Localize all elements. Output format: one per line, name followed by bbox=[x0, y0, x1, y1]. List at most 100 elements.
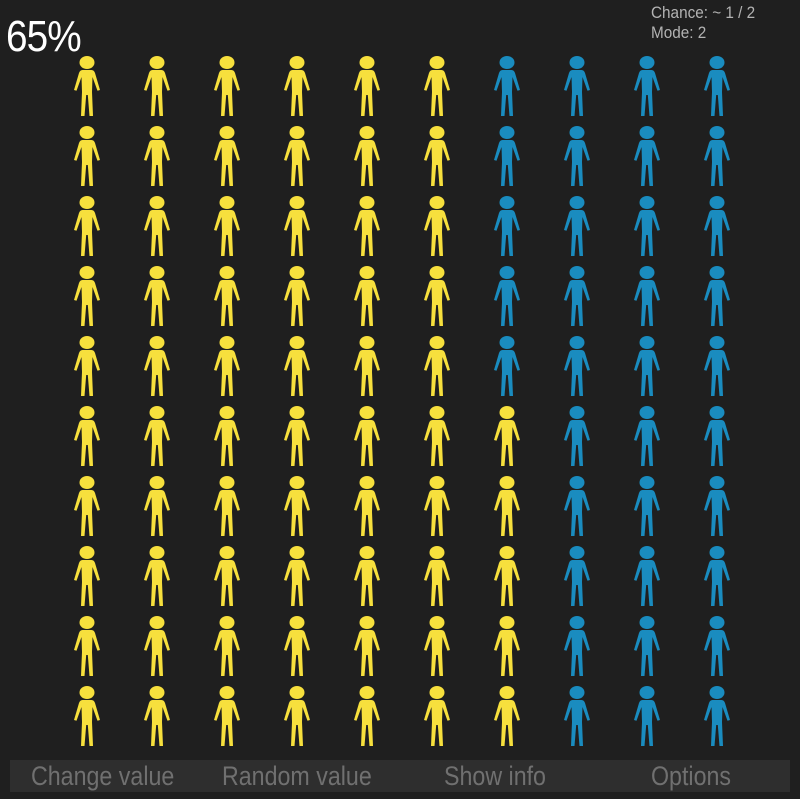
person-icon bbox=[352, 545, 382, 607]
person-icon bbox=[212, 545, 242, 607]
person-icon bbox=[352, 55, 382, 117]
person-icon bbox=[492, 475, 522, 537]
person-icon bbox=[492, 685, 522, 747]
person-icon bbox=[142, 685, 172, 747]
person-icon bbox=[492, 125, 522, 187]
person-icon bbox=[142, 195, 172, 257]
person-icon bbox=[142, 615, 172, 677]
person-icon bbox=[632, 125, 662, 187]
person-icon bbox=[422, 545, 452, 607]
person-icon bbox=[212, 685, 242, 747]
person-icon bbox=[632, 545, 662, 607]
person-icon bbox=[492, 615, 522, 677]
person-icon bbox=[632, 55, 662, 117]
person-icon bbox=[282, 125, 312, 187]
person-icon bbox=[492, 405, 522, 467]
person-grid bbox=[72, 55, 732, 747]
person-icon bbox=[72, 475, 102, 537]
person-icon bbox=[282, 615, 312, 677]
person-icon bbox=[282, 335, 312, 397]
person-icon bbox=[632, 265, 662, 327]
person-icon bbox=[562, 335, 592, 397]
show-info-button[interactable]: Show info bbox=[444, 761, 546, 791]
change-value-button[interactable]: Change value bbox=[31, 761, 175, 791]
person-icon bbox=[562, 125, 592, 187]
person-icon bbox=[562, 475, 592, 537]
person-icon bbox=[492, 335, 522, 397]
person-icon bbox=[282, 55, 312, 117]
person-icon bbox=[492, 545, 522, 607]
person-icon bbox=[422, 55, 452, 117]
person-icon bbox=[702, 475, 732, 537]
percentage-label: 65% bbox=[6, 12, 82, 61]
person-icon bbox=[632, 195, 662, 257]
person-icon bbox=[702, 335, 732, 397]
person-icon bbox=[422, 615, 452, 677]
person-icon bbox=[212, 125, 242, 187]
person-icon bbox=[282, 195, 312, 257]
person-icon bbox=[632, 475, 662, 537]
person-icon bbox=[562, 615, 592, 677]
mode-text: Mode: 2 bbox=[651, 23, 707, 42]
person-icon bbox=[422, 475, 452, 537]
person-icon bbox=[352, 195, 382, 257]
person-icon bbox=[422, 125, 452, 187]
person-icon bbox=[212, 195, 242, 257]
person-icon bbox=[702, 195, 732, 257]
person-icon bbox=[352, 405, 382, 467]
person-icon bbox=[632, 405, 662, 467]
person-icon bbox=[562, 685, 592, 747]
person-icon bbox=[142, 125, 172, 187]
person-icon bbox=[212, 475, 242, 537]
person-icon bbox=[562, 265, 592, 327]
person-icon bbox=[702, 685, 732, 747]
person-icon bbox=[72, 265, 102, 327]
person-icon bbox=[422, 685, 452, 747]
person-icon bbox=[702, 615, 732, 677]
person-icon bbox=[212, 335, 242, 397]
person-icon bbox=[282, 545, 312, 607]
person-icon bbox=[702, 125, 732, 187]
person-icon bbox=[282, 405, 312, 467]
person-icon bbox=[72, 125, 102, 187]
person-icon bbox=[352, 685, 382, 747]
person-icon bbox=[142, 405, 172, 467]
person-icon bbox=[212, 265, 242, 327]
person-icon bbox=[492, 55, 522, 117]
person-icon bbox=[352, 265, 382, 327]
person-icon bbox=[422, 405, 452, 467]
person-icon bbox=[282, 475, 312, 537]
person-icon bbox=[702, 55, 732, 117]
person-icon bbox=[352, 335, 382, 397]
person-icon bbox=[632, 685, 662, 747]
person-icon bbox=[352, 615, 382, 677]
person-icon bbox=[142, 545, 172, 607]
options-button[interactable]: Options bbox=[651, 761, 732, 791]
person-icon bbox=[72, 615, 102, 677]
person-icon bbox=[72, 55, 102, 117]
person-icon bbox=[142, 335, 172, 397]
person-icon bbox=[422, 265, 452, 327]
random-value-button[interactable]: Random value bbox=[222, 761, 372, 791]
person-icon bbox=[72, 405, 102, 467]
person-icon bbox=[492, 195, 522, 257]
person-icon bbox=[562, 405, 592, 467]
person-icon bbox=[142, 475, 172, 537]
person-icon bbox=[562, 545, 592, 607]
person-icon bbox=[702, 405, 732, 467]
person-icon bbox=[352, 475, 382, 537]
person-icon bbox=[702, 545, 732, 607]
person-icon bbox=[492, 265, 522, 327]
person-icon bbox=[422, 195, 452, 257]
person-icon bbox=[72, 545, 102, 607]
person-icon bbox=[212, 615, 242, 677]
person-icon bbox=[142, 55, 172, 117]
person-icon bbox=[352, 125, 382, 187]
person-icon bbox=[562, 55, 592, 117]
person-icon bbox=[632, 615, 662, 677]
person-icon bbox=[212, 405, 242, 467]
person-icon bbox=[72, 335, 102, 397]
person-icon bbox=[72, 685, 102, 747]
person-icon bbox=[282, 265, 312, 327]
person-icon bbox=[142, 265, 172, 327]
